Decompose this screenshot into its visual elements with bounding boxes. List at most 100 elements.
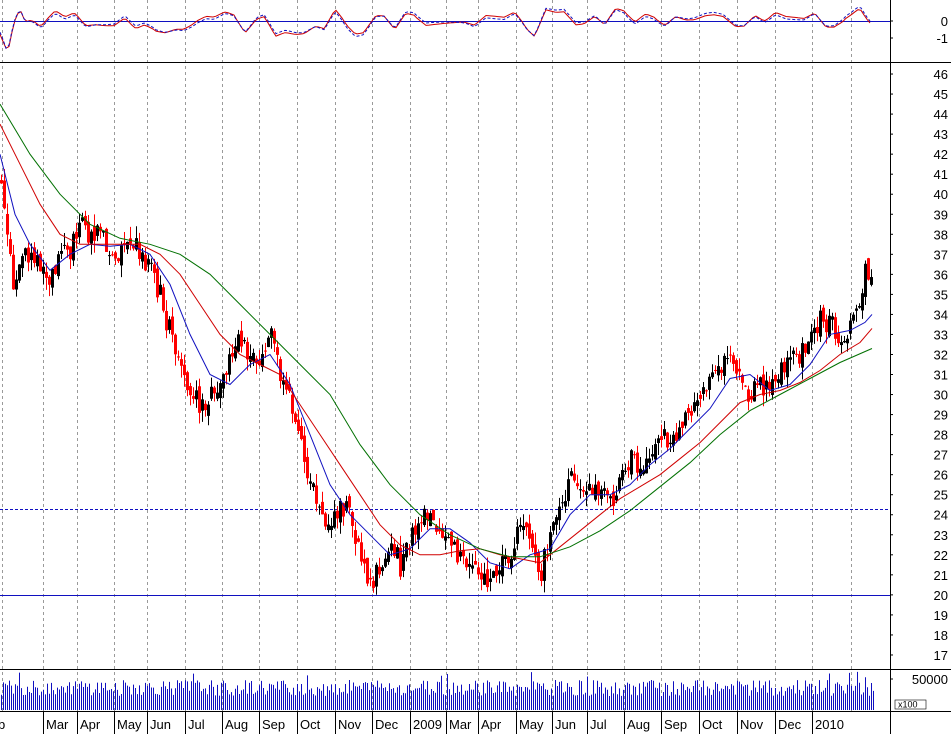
price-bar-body bbox=[108, 255, 111, 257]
price-bar-body bbox=[354, 530, 357, 544]
price-bar-body bbox=[693, 402, 696, 412]
price-bar-body bbox=[513, 548, 516, 560]
price-bar-body bbox=[816, 326, 819, 334]
price-bar-body bbox=[492, 571, 495, 578]
price-bar-body bbox=[768, 381, 771, 390]
x-tick-label: Sep bbox=[262, 717, 285, 732]
price-bar-body bbox=[372, 580, 375, 588]
price-bar-body bbox=[453, 541, 456, 545]
price-bar-body bbox=[357, 538, 360, 542]
price-bar-body bbox=[105, 228, 108, 252]
price-bar-body bbox=[216, 392, 219, 399]
price-bar-body bbox=[294, 413, 297, 422]
price-tick-label: 37 bbox=[934, 247, 948, 262]
price-bar-body bbox=[417, 523, 420, 540]
price-bar-body bbox=[468, 563, 471, 567]
price-bar-body bbox=[549, 532, 552, 552]
price-tick-label: 36 bbox=[934, 267, 948, 282]
price-bar-body bbox=[411, 527, 414, 546]
x-tick-label: Mar bbox=[46, 717, 69, 732]
price-bar-body bbox=[87, 221, 90, 243]
price-bar-body bbox=[531, 533, 534, 548]
moving-average-line bbox=[0, 103, 873, 558]
price-bar-body bbox=[318, 506, 321, 508]
volume-unit-box bbox=[894, 699, 927, 710]
oscillator-lines bbox=[0, 6, 871, 50]
price-bar-body bbox=[195, 390, 198, 400]
price-bar-body bbox=[147, 259, 150, 265]
price-bar-body bbox=[9, 239, 12, 254]
price-bar-body bbox=[558, 506, 561, 521]
price-bar-body bbox=[777, 379, 780, 383]
volume-unit-label: x100 bbox=[898, 700, 918, 710]
price-bar-body bbox=[345, 501, 348, 511]
price-bar-body bbox=[204, 403, 207, 411]
price-bar-body bbox=[843, 340, 846, 343]
price-bar-body bbox=[30, 252, 33, 261]
price-bar-body bbox=[792, 350, 795, 355]
price-bar-body bbox=[510, 558, 513, 569]
oscillator-tick-label: -1 bbox=[936, 31, 948, 46]
price-bar-body bbox=[732, 355, 735, 364]
price-bar-body bbox=[582, 490, 585, 492]
price-bar-body bbox=[258, 360, 261, 366]
price-tick-label: 20 bbox=[934, 588, 948, 603]
price-bar-body bbox=[699, 394, 702, 399]
price-bar-body bbox=[606, 490, 609, 496]
price-bar-body bbox=[414, 525, 417, 535]
price-bar-body bbox=[42, 266, 45, 274]
price-bar-body bbox=[714, 369, 717, 371]
price-bar-body bbox=[51, 268, 54, 288]
price-tick-label: 45 bbox=[934, 87, 948, 102]
price-bar-body bbox=[129, 238, 132, 244]
price-bar-body bbox=[720, 369, 723, 373]
price-bar-body bbox=[801, 343, 804, 368]
price-bar-body bbox=[636, 452, 639, 473]
price-bar-body bbox=[153, 264, 156, 273]
oscillator-line bbox=[0, 8, 871, 49]
price-bar-body bbox=[366, 557, 369, 584]
price-bar-body bbox=[336, 510, 339, 519]
price-bar-body bbox=[291, 394, 294, 414]
price-bar-body bbox=[780, 362, 783, 385]
price-bar-body bbox=[300, 425, 303, 440]
price-bar-body bbox=[423, 508, 426, 526]
price-bar-body bbox=[525, 522, 528, 528]
price-bar-body bbox=[237, 334, 240, 352]
price-bar-body bbox=[507, 556, 510, 564]
price-bar-body bbox=[711, 372, 714, 378]
x-tick-label: Sep bbox=[664, 717, 687, 732]
price-bar-body bbox=[474, 560, 477, 565]
price-bar-body bbox=[246, 341, 249, 360]
price-bar-body bbox=[18, 264, 21, 281]
price-bar-body bbox=[54, 265, 57, 274]
price-bar-body bbox=[309, 481, 312, 484]
price-reference-lines bbox=[0, 509, 890, 596]
price-bar-body bbox=[399, 547, 402, 577]
price-bar-body bbox=[387, 551, 390, 562]
price-bar-body bbox=[102, 230, 105, 233]
price-bar-body bbox=[180, 359, 183, 366]
price-bar-body bbox=[798, 354, 801, 364]
price-bar-body bbox=[651, 454, 654, 457]
price-bar-body bbox=[93, 226, 96, 241]
price-bar-body bbox=[867, 258, 870, 280]
price-bar-body bbox=[789, 357, 792, 360]
price-bar-body bbox=[441, 528, 444, 538]
volume-tick-label: 50000 bbox=[912, 672, 948, 687]
price-bar-body bbox=[678, 427, 681, 440]
price-bar-body bbox=[378, 566, 381, 575]
price-bar-body bbox=[120, 245, 123, 266]
price-tick-label: 29 bbox=[934, 408, 948, 423]
price-bar-body bbox=[642, 470, 645, 475]
price-bar-body bbox=[717, 366, 720, 376]
price-bar-body bbox=[579, 489, 582, 491]
price-tick-label: 27 bbox=[934, 448, 948, 463]
price-bar-body bbox=[231, 352, 234, 357]
price-bar-body bbox=[381, 567, 384, 572]
price-tick-label: 19 bbox=[934, 608, 948, 623]
price-bar-body bbox=[228, 354, 231, 375]
price-tick-label: 44 bbox=[934, 107, 948, 122]
price-bar-body bbox=[162, 287, 165, 311]
